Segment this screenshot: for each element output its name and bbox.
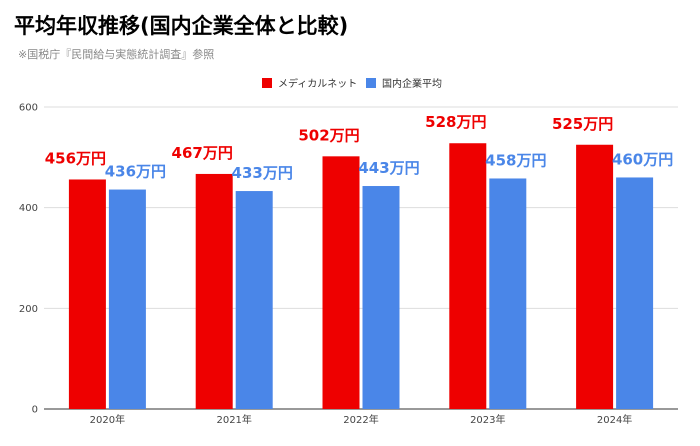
- chart-title: 平均年収推移(国内企業全体と比較): [14, 14, 349, 38]
- x-tick-label: 2023年: [470, 413, 505, 426]
- legend-label-company: メディカルネット: [278, 77, 357, 90]
- y-tick-label: 400: [19, 203, 38, 214]
- data-label-national: 460万円: [612, 150, 673, 168]
- legend-swatch-company: [262, 78, 272, 88]
- y-tick-label: 600: [19, 103, 38, 114]
- x-tick-label: 2022年: [343, 413, 378, 426]
- data-label-national: 458万円: [485, 151, 546, 169]
- data-label-company: 528万円: [425, 113, 486, 131]
- data-label-company: 525万円: [552, 115, 613, 133]
- data-label-national: 436万円: [105, 163, 166, 181]
- y-tick-label: 0: [32, 405, 38, 416]
- data-label-national: 433万円: [232, 164, 293, 182]
- data-label-company: 467万円: [172, 144, 233, 162]
- bar-company: [322, 156, 360, 409]
- chart-subtitle: ※国税庁『民間給与実態統計調査』参照: [18, 48, 215, 61]
- bar-national: [362, 186, 400, 409]
- x-tick-label: 2020年: [90, 413, 125, 426]
- bar-company: [195, 173, 233, 409]
- bar-company: [68, 179, 106, 409]
- data-label-national: 443万円: [358, 159, 419, 177]
- x-tick-label: 2021年: [216, 413, 251, 426]
- bar-national: [489, 178, 527, 409]
- legend-label-national: 国内企業平均: [382, 77, 442, 90]
- bar-national: [616, 177, 654, 409]
- data-label-company: 456万円: [45, 149, 106, 167]
- bar-company: [576, 144, 614, 409]
- bar-national: [108, 189, 146, 409]
- x-tick-label: 2024年: [597, 413, 632, 426]
- data-label-company: 502万円: [298, 126, 359, 144]
- legend-swatch-national: [366, 78, 376, 88]
- bar-national: [235, 191, 273, 409]
- bar-company: [449, 143, 487, 410]
- y-tick-label: 200: [19, 304, 38, 315]
